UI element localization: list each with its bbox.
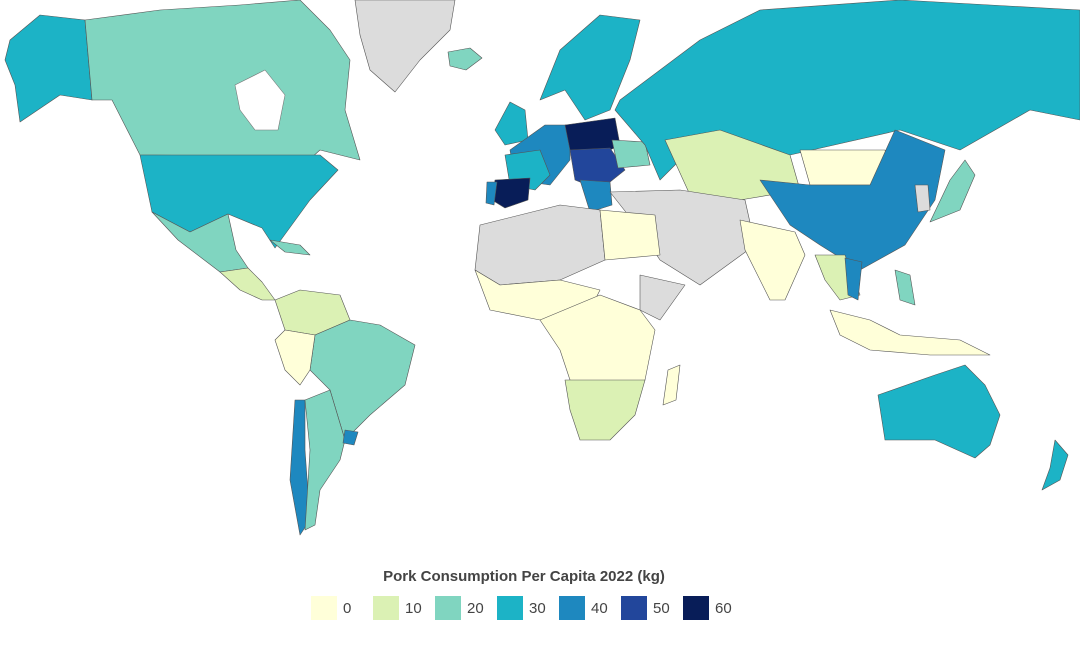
- korea: [914, 184, 931, 213]
- china: [759, 129, 946, 271]
- legend-swatch: [559, 596, 585, 620]
- legend-swatch: [621, 596, 647, 620]
- legend-swatch: [435, 596, 461, 620]
- world-map: [4, 0, 1080, 536]
- north-africa: [474, 204, 606, 286]
- andes-west: [274, 329, 316, 386]
- iceland: [447, 47, 483, 71]
- uk-ireland: [494, 101, 529, 146]
- caribbean: [269, 239, 311, 256]
- spain: [491, 177, 531, 209]
- legend-label: 10: [405, 600, 422, 617]
- japan: [929, 159, 976, 223]
- vietnam: [844, 257, 863, 301]
- legend-items: 0 10 20 30 40 50 60: [311, 596, 732, 620]
- central-america: [219, 267, 276, 301]
- legend-label: 20: [467, 600, 484, 617]
- portugal: [485, 181, 498, 206]
- legend-label: 50: [653, 600, 670, 617]
- legend-swatch: [497, 596, 523, 620]
- greenland: [354, 0, 456, 93]
- uruguay: [342, 429, 359, 446]
- australia: [877, 364, 1001, 459]
- ukraine: [611, 139, 651, 169]
- central-europe: [569, 147, 626, 191]
- scandinavia: [539, 14, 641, 121]
- legend-label: 30: [529, 600, 546, 617]
- philippines: [894, 269, 916, 306]
- legend-swatch: [311, 596, 337, 620]
- alaska: [4, 14, 93, 123]
- legend-label: 40: [591, 600, 608, 617]
- legend-swatch: [683, 596, 709, 620]
- legend-label: 0: [343, 600, 351, 617]
- southern-africa: [564, 379, 646, 441]
- balkans: [579, 179, 613, 213]
- egypt-libya: [599, 209, 661, 261]
- horn-of-africa: [639, 274, 686, 321]
- legend-label: 60: [715, 600, 732, 617]
- legend-title: Pork Consumption Per Capita 2022 (kg): [383, 568, 665, 585]
- mexico: [151, 211, 249, 273]
- legend: Pork Consumption Per Capita 2022 (kg) 0 1…: [311, 568, 732, 620]
- india: [739, 219, 806, 301]
- hudson-bay: [234, 69, 286, 131]
- indonesia: [829, 309, 991, 356]
- legend-swatch: [373, 596, 399, 620]
- usa: [139, 154, 339, 249]
- argentina: [304, 389, 346, 531]
- madagascar: [662, 364, 681, 406]
- canada: [84, 0, 361, 169]
- new-zealand: [1041, 439, 1069, 491]
